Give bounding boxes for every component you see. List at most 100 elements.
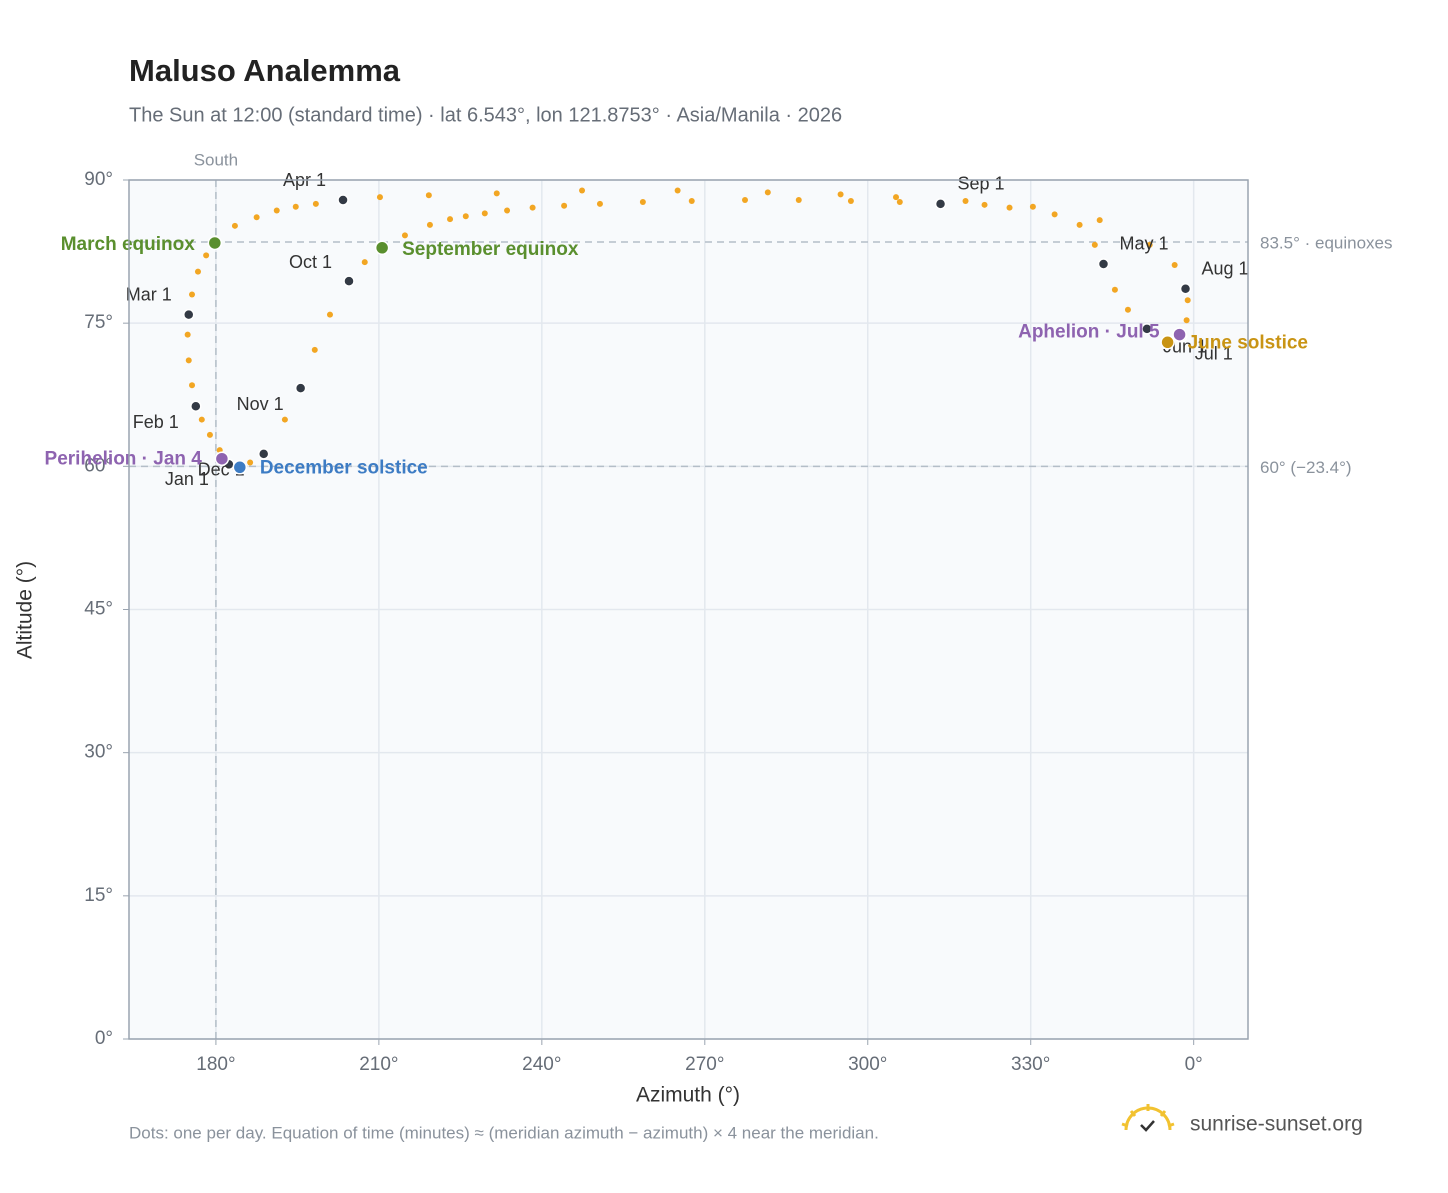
reference-label: South: [194, 150, 238, 169]
daily-dot: [1184, 297, 1191, 304]
daily-dot: [401, 232, 408, 239]
daily-dot: [529, 204, 536, 211]
y-tick-label: 0°: [95, 1028, 113, 1049]
event-label: September equinox: [402, 239, 579, 260]
daily-dot: [1076, 221, 1083, 228]
x-tick-label: 0°: [1185, 1054, 1203, 1075]
chart-subtitle: The Sun at 12:00 (standard time) · lat 6…: [129, 104, 842, 126]
y-axis-label: Altitude (°): [14, 561, 37, 659]
x-axis-label: Azimuth (°): [636, 1084, 740, 1107]
footnote: Dots: one per day. Equation of time (min…: [129, 1123, 879, 1142]
event-label: March equinox: [61, 234, 196, 255]
daily-dot: [837, 191, 844, 198]
event-marker: [374, 240, 390, 256]
daily-dot: [561, 202, 568, 209]
daily-dot: [247, 459, 254, 466]
x-tick-label: 270°: [685, 1054, 724, 1075]
month-marker: [294, 382, 307, 394]
daily-dot: [481, 210, 488, 217]
month-label: Aug 1: [1202, 259, 1249, 279]
reference-label: 60° (−23.4°): [1260, 458, 1352, 477]
brand-logo: [1121, 1104, 1175, 1132]
daily-dot: [376, 194, 383, 201]
brand: sunrise-sunset.org: [1190, 1113, 1363, 1136]
x-tick-label: 240°: [522, 1054, 561, 1075]
month-marker: [337, 194, 349, 206]
month-marker: [1141, 323, 1153, 335]
daily-dot: [1006, 204, 1013, 211]
daily-dot: [1124, 306, 1131, 313]
daily-dot: [893, 194, 900, 201]
daily-dot: [1091, 241, 1098, 248]
daily-dot: [504, 207, 511, 214]
daily-dot: [688, 197, 695, 204]
daily-dot: [639, 198, 646, 205]
month-label: Jul 1: [1195, 343, 1233, 363]
daily-dot: [203, 252, 210, 259]
daily-dot: [447, 216, 454, 223]
daily-dot: [198, 416, 205, 423]
daily-dot: [579, 187, 586, 194]
y-tick-label: 75°: [84, 312, 113, 333]
y-tick-label: 30°: [84, 742, 113, 763]
daily-dot: [1111, 286, 1118, 293]
x-tick-label: 330°: [1011, 1054, 1050, 1075]
daily-dot: [493, 190, 500, 197]
daily-dot: [206, 431, 213, 438]
month-label: Mar 1: [126, 284, 172, 304]
chart-title: Maluso Analemma: [129, 53, 401, 88]
daily-dot: [326, 311, 333, 318]
month-marker: [1097, 258, 1110, 270]
daily-dot: [426, 221, 433, 228]
month-label: Dec 1: [198, 460, 245, 480]
month-label: Oct 1: [289, 252, 332, 272]
daily-dot: [311, 346, 318, 353]
daily-dot: [462, 213, 469, 220]
daily-dot: [312, 200, 319, 207]
daily-dot: [273, 207, 280, 214]
event-marker: [232, 460, 248, 475]
daily-dot: [674, 187, 681, 194]
daily-dot: [1171, 261, 1178, 268]
event-marker: [214, 451, 230, 466]
event-label: Aphelion · Jul 5: [1018, 322, 1160, 343]
daily-dot: [194, 268, 201, 275]
daily-dot: [596, 200, 603, 207]
reference-label: 83.5° · equinoxes: [1260, 234, 1393, 253]
month-label: Sep 1: [958, 174, 1005, 194]
daily-dot: [425, 192, 432, 199]
event-marker: [207, 235, 223, 251]
daily-dot: [741, 197, 748, 204]
daily-dot: [981, 201, 988, 208]
daily-dot: [189, 382, 196, 389]
month-marker: [934, 198, 947, 210]
y-tick-label: 15°: [84, 885, 113, 906]
daily-dot: [896, 198, 903, 205]
month-label: Jan 1: [165, 469, 209, 489]
event-marker: [1172, 327, 1187, 342]
month-marker: [1179, 283, 1192, 295]
month-marker: [190, 400, 202, 412]
month-marker: [257, 448, 270, 460]
daily-dot: [1146, 241, 1153, 248]
month-label: May 1: [1120, 234, 1169, 254]
x-tick-label: 210°: [359, 1054, 398, 1075]
x-tick-label: 180°: [196, 1054, 235, 1075]
x-tick-label: 300°: [848, 1054, 887, 1075]
y-tick-label: 60°: [84, 455, 113, 476]
daily-dot: [184, 331, 191, 338]
daily-dot: [1029, 203, 1036, 210]
daily-dot: [231, 222, 238, 229]
daily-dot: [361, 259, 368, 266]
daily-dot: [253, 214, 260, 221]
month-label: Feb 1: [133, 412, 179, 432]
daily-dot: [1096, 217, 1103, 224]
event-label: December solstice: [260, 457, 428, 478]
daily-dot: [292, 203, 299, 210]
daily-dot: [795, 197, 802, 204]
daily-dot: [1183, 317, 1190, 324]
daily-dot: [185, 357, 192, 364]
daily-dot: [1051, 211, 1058, 218]
daily-dot: [962, 197, 969, 204]
